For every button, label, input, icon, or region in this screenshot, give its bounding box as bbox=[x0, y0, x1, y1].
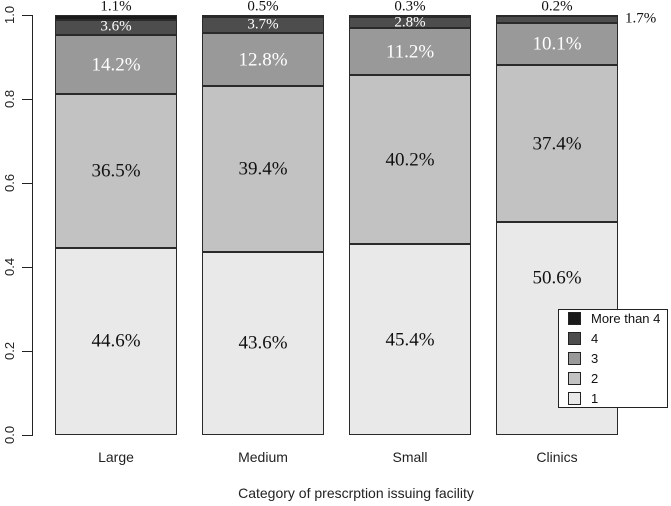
y-axis-line bbox=[32, 15, 33, 436]
y-axis-tick bbox=[22, 351, 32, 352]
bar-segment-more-than-4 bbox=[349, 15, 471, 18]
legend-swatch-icon bbox=[568, 392, 581, 405]
bar-segment-1 bbox=[55, 247, 177, 435]
bar-segment-more-than-4 bbox=[496, 15, 618, 17]
legend-entry: 3 bbox=[568, 351, 658, 366]
bar-segment-4 bbox=[202, 17, 324, 33]
y-axis-tick bbox=[22, 435, 32, 436]
segment-label: 3.6% bbox=[100, 18, 132, 35]
segment-label-above: 1.1% bbox=[100, 0, 132, 15]
segment-label: 3.7% bbox=[247, 16, 279, 33]
legend-swatch-icon bbox=[568, 312, 581, 325]
bar-segment-2 bbox=[55, 94, 177, 248]
bar-segment-more-than-4 bbox=[202, 15, 324, 18]
bar-segment-3 bbox=[202, 32, 324, 87]
y-axis-tick-label: 0.4 bbox=[2, 257, 17, 277]
legend-label: 1 bbox=[591, 391, 599, 406]
y-axis-tick-label: 0.6 bbox=[2, 173, 17, 193]
x-axis-title: Category of prescrption issuing facility bbox=[238, 485, 474, 501]
segment-label-outside: 1.7% bbox=[625, 10, 657, 27]
legend-label: 2 bbox=[591, 371, 599, 386]
bar-segment-1 bbox=[202, 251, 324, 435]
segment-label: 36.5% bbox=[91, 160, 141, 182]
legend-entry: 4 bbox=[568, 331, 658, 346]
bar-segment-2 bbox=[496, 65, 618, 223]
segment-label: 11.2% bbox=[385, 41, 435, 63]
legend-label: 4 bbox=[591, 331, 599, 346]
legend-swatch-icon bbox=[568, 332, 581, 345]
segment-label: 2.8% bbox=[394, 14, 426, 31]
y-axis-tick bbox=[22, 99, 32, 100]
y-axis-tick-label: 0.8 bbox=[2, 89, 17, 109]
segment-label: 37.4% bbox=[532, 133, 582, 155]
legend-label: 3 bbox=[591, 351, 599, 366]
segment-label-above: 0.5% bbox=[247, 0, 279, 15]
bar-segment-3 bbox=[496, 22, 618, 66]
bar-segment-3 bbox=[349, 28, 471, 76]
legend: More than 4 4 3 2 1 bbox=[558, 309, 668, 408]
segment-label: 45.4% bbox=[385, 329, 435, 351]
segment-label: 43.6% bbox=[238, 332, 288, 354]
category-label-medium: Medium bbox=[238, 449, 288, 465]
segment-label: 39.4% bbox=[238, 158, 288, 180]
y-axis-tick-label: 1.0 bbox=[2, 5, 17, 25]
y-axis-tick-label: 0.2 bbox=[2, 341, 17, 361]
legend-entry: More than 4 bbox=[568, 311, 661, 326]
segment-label-above: 0.2% bbox=[541, 0, 573, 15]
bar-segment-3 bbox=[55, 34, 177, 95]
category-label-large: Large bbox=[98, 449, 134, 465]
segment-label: 12.8% bbox=[238, 49, 288, 71]
y-axis-tick bbox=[22, 267, 32, 268]
segment-label: 14.2% bbox=[91, 54, 141, 76]
category-label-small: Small bbox=[392, 449, 428, 465]
legend-entry: 1 bbox=[568, 391, 658, 406]
bar-segment-more-than-4 bbox=[55, 15, 177, 20]
bar-segment-2 bbox=[349, 75, 471, 245]
legend-swatch-icon bbox=[568, 352, 581, 365]
y-axis-tick bbox=[22, 15, 32, 16]
segment-label: 10.1% bbox=[532, 33, 582, 55]
bar-segment-1 bbox=[349, 244, 471, 435]
legend-label: More than 4 bbox=[591, 311, 661, 326]
category-label-clinics: Clinics bbox=[536, 449, 578, 465]
y-axis-tick-label: 0.0 bbox=[2, 425, 17, 445]
segment-label: 40.2% bbox=[385, 149, 435, 171]
legend-swatch-icon bbox=[568, 372, 581, 385]
y-axis-tick bbox=[22, 183, 32, 184]
segment-label: 50.6% bbox=[532, 267, 582, 289]
legend-entry: 2 bbox=[568, 371, 658, 386]
segment-label: 44.6% bbox=[91, 330, 141, 352]
bar-segment-4 bbox=[55, 19, 177, 35]
bar-segment-2 bbox=[202, 86, 324, 252]
segment-label-above: 0.3% bbox=[394, 0, 426, 15]
